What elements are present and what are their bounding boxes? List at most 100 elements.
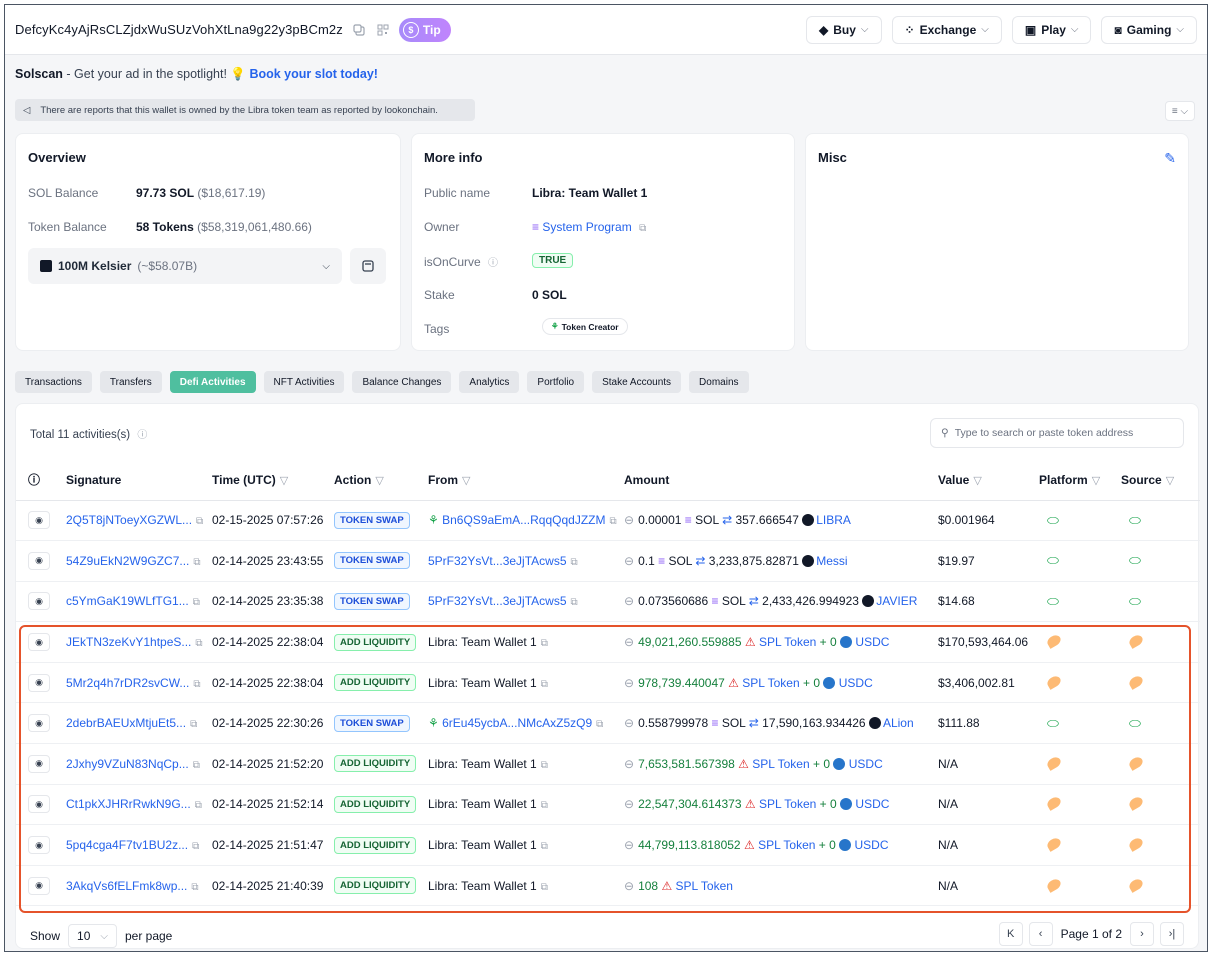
from-address-link[interactable]: ⚘ Bn6QS9aEmA...RqqQqdJZZM (428, 513, 606, 528)
platform-pill-icon[interactable]: ⬭ (1047, 592, 1059, 609)
copy-icon[interactable]: ⧉ (540, 678, 548, 690)
info-icon[interactable]: ⓘ (137, 430, 148, 441)
info-icon[interactable]: ⓘ (488, 258, 499, 269)
copy-icon[interactable] (351, 22, 367, 38)
token-search-input[interactable]: ⚲ Type to search or paste token address (930, 418, 1184, 448)
token-out-link[interactable]: USDC (848, 756, 883, 771)
col-platform[interactable]: Platform ▽ (1033, 460, 1115, 501)
copy-icon[interactable]: ⧉ (540, 759, 548, 771)
signature-link[interactable]: 2Q5T8jNToeyXGZWL... (66, 513, 193, 528)
nav-exchange-button[interactable]: ⁘ Exchange ⌵ (891, 15, 1002, 44)
tab-portfolio[interactable]: Portfolio (527, 371, 585, 393)
copy-icon[interactable]: ⧉ (193, 678, 201, 690)
eye-icon[interactable]: ◉ (28, 633, 50, 652)
token-creator-tag[interactable]: ⚘ Token Creator (542, 318, 628, 335)
from-address-link[interactable]: 5PrF32YsVt...3eJjTAcws5 (428, 553, 567, 568)
copy-icon[interactable]: ⧉ (540, 841, 548, 853)
token-in-link[interactable]: SPL Token (752, 756, 810, 771)
tab-transfers[interactable]: Transfers (99, 371, 162, 393)
source-flame-icon[interactable] (1127, 876, 1145, 893)
platform-pill-icon[interactable]: ⬭ (1047, 511, 1059, 528)
copy-icon[interactable]: ⧉ (609, 516, 617, 528)
copy-icon[interactable]: ⧉ (193, 556, 201, 568)
platform-flame-icon[interactable] (1045, 876, 1063, 893)
copy-icon[interactable]: ⧉ (570, 556, 578, 568)
tab-defi-activities[interactable]: Defi Activities (169, 371, 256, 393)
platform-flame-icon[interactable] (1045, 755, 1063, 771)
eye-icon[interactable]: ◉ (28, 754, 50, 773)
owner-link[interactable]: System Program (542, 220, 632, 234)
eye-icon[interactable]: ◉ (28, 592, 50, 611)
nav-play-button[interactable]: ▣ Play ⌵ (1011, 15, 1092, 44)
last-page-button[interactable]: ›| (1160, 922, 1184, 946)
help-circle-icon[interactable]: ⓘ (28, 473, 41, 488)
eye-icon[interactable]: ◉ (28, 836, 50, 855)
copy-icon[interactable]: ⧉ (192, 597, 200, 609)
from-address-link[interactable]: 5PrF32YsVt...3eJjTAcws5 (428, 594, 567, 609)
tab-domains[interactable]: Domains (689, 371, 749, 393)
source-pill-icon[interactable]: ⬭ (1129, 511, 1141, 528)
col-time[interactable]: Time (UTC) ▽ (206, 460, 328, 501)
source-flame-icon[interactable] (1127, 755, 1145, 771)
eye-icon[interactable]: ◉ (28, 876, 50, 895)
platform-flame-icon[interactable] (1045, 836, 1063, 852)
tab-stake-accounts[interactable]: Stake Accounts (592, 371, 682, 393)
token-in-link[interactable]: SPL Token (742, 675, 800, 690)
first-page-button[interactable]: K (998, 922, 1023, 946)
platform-flame-icon[interactable] (1045, 795, 1063, 812)
signature-link[interactable]: c5YmGaK19WLfTG1... (66, 594, 189, 609)
signature-link[interactable]: Ct1pkXJHRrRwkN9G... (66, 797, 191, 812)
token-in-link[interactable]: SPL Token (758, 635, 817, 650)
token-select-dropdown[interactable]: 100M Kelsier (~$58.07B) ⌵ (28, 248, 342, 284)
col-from[interactable]: From ▽ (422, 460, 618, 501)
source-pill-icon[interactable]: ⬭ (1129, 552, 1141, 569)
from-address-link[interactable]: ⚘ 6rEu45ycbA...NMcAxZ5zQ9 (428, 716, 593, 731)
portfolio-button[interactable] (350, 248, 386, 284)
platform-flame-icon[interactable] (1045, 673, 1063, 690)
tab-balance-changes[interactable]: Balance Changes (352, 371, 452, 393)
eye-icon[interactable]: ◉ (28, 511, 50, 530)
copy-icon[interactable]: ⧉ (195, 638, 203, 650)
col-value[interactable]: Value ▽ (932, 460, 1033, 501)
signature-link[interactable]: 54Z9uEkN2W9GZC7... (66, 553, 190, 568)
signature-link[interactable]: 2Jxhy9VZuN83NqCp... (66, 756, 189, 771)
token-in-link[interactable]: SPL Token (758, 838, 816, 853)
nav-buy-button[interactable]: ◆ Buy ⌵ (806, 15, 882, 44)
platform-pill-icon[interactable]: ⬭ (1047, 552, 1059, 569)
tab-analytics[interactable]: Analytics (459, 371, 520, 393)
copy-icon[interactable]: ⧉ (639, 223, 647, 234)
eye-icon[interactable]: ◉ (28, 551, 50, 570)
token-out-link[interactable]: USDC (838, 675, 873, 690)
pencil-icon[interactable]: ✎ (1164, 150, 1176, 166)
eye-icon[interactable]: ◉ (28, 714, 50, 733)
token-out-link[interactable]: Messi (816, 553, 848, 568)
per-page-select[interactable]: 10 ⌵ (68, 924, 117, 948)
copy-icon[interactable]: ⧉ (540, 881, 548, 893)
source-flame-icon[interactable] (1127, 836, 1145, 852)
source-flame-icon[interactable] (1127, 633, 1145, 649)
copy-icon[interactable]: ⧉ (194, 800, 202, 812)
token-out-link[interactable]: USDC (854, 838, 889, 853)
copy-icon[interactable]: ⧉ (596, 719, 604, 731)
qr-code-icon[interactable] (375, 22, 391, 38)
source-flame-icon[interactable] (1127, 673, 1145, 690)
token-out-link[interactable]: ALion (882, 716, 914, 731)
ad-link[interactable]: Book your slot today! (249, 67, 378, 81)
tab-nft-activities[interactable]: NFT Activities (263, 371, 345, 393)
source-flame-icon[interactable] (1127, 795, 1145, 812)
copy-icon[interactable]: ⧉ (192, 841, 200, 853)
token-out-link[interactable]: JAVIER (876, 594, 918, 609)
token-in-link[interactable]: SPL Token (675, 878, 733, 893)
eye-icon[interactable]: ◉ (28, 673, 50, 692)
view-toggle-button[interactable]: ≡ ⌵ (1165, 101, 1195, 121)
copy-icon[interactable]: ⧉ (196, 516, 204, 528)
token-out-link[interactable]: LIBRA (816, 513, 851, 528)
tip-button[interactable]: $ Tip (398, 17, 451, 42)
signature-link[interactable]: 5Mr2q4h7rDR2svCW... (66, 675, 190, 690)
eye-icon[interactable]: ◉ (28, 795, 50, 814)
platform-flame-icon[interactable] (1045, 633, 1063, 649)
platform-pill-icon[interactable]: ⬭ (1047, 714, 1059, 731)
token-in-link[interactable]: SPL Token (758, 797, 817, 812)
signature-link[interactable]: 5pq4cga4F7tv1BU2z... (66, 838, 189, 853)
copy-icon[interactable]: ⧉ (570, 597, 578, 609)
